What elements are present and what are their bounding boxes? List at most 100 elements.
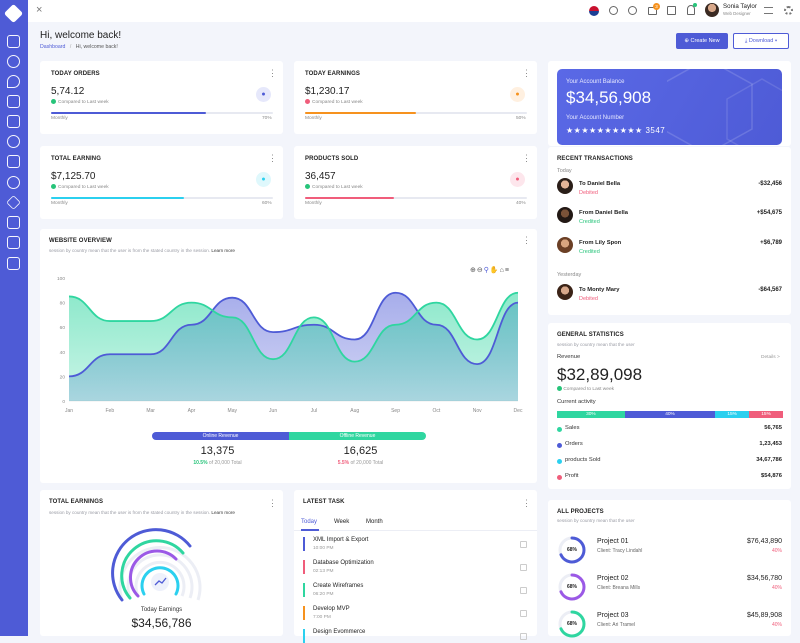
offline-revenue-of: of 20,000 Total [350,460,384,466]
map-pin-icon[interactable] [7,75,20,88]
shield-icon[interactable] [7,135,20,148]
stat-title: PRODUCTS SOLD [305,156,359,162]
tabs-divider [294,530,537,531]
stat-percent: 60% [262,201,272,206]
layout-icon[interactable] [7,95,20,108]
file-icon[interactable] [7,216,20,229]
task-name[interactable]: Develop MVP [313,606,350,612]
dashboard-icon[interactable] [7,35,20,48]
globe-icon[interactable] [7,176,20,189]
learn-more-link[interactable]: Learn more [211,510,235,515]
mail-icon[interactable] [7,115,20,128]
magnify-icon[interactable]: ⚲ [483,267,490,274]
user-name[interactable]: Sonia Taylor [723,3,757,10]
y-tick-label: 0 [62,399,65,405]
search-icon[interactable] [628,6,637,15]
transactions-card: RECENT TRANSACTIONS Today Yesterday To D… [548,147,791,315]
stat-progress-fill [51,197,185,199]
task-name[interactable]: Design Evommerce [313,629,366,635]
more-icon[interactable]: ⋮ [522,235,531,245]
transaction-status: Debited [579,296,598,302]
today-earnings-label: Today Earnings [140,607,183,613]
details-link[interactable]: Details > [761,355,780,360]
breadcrumb-root[interactable]: Dashboard [40,44,66,50]
revenue-label: Revenue [557,354,581,360]
project-progress-ring [558,536,586,564]
task-checkbox[interactable] [520,587,527,594]
pan-icon[interactable]: ✋ [489,267,500,274]
flag-icon[interactable] [589,6,599,16]
x-tick-label: Dec [514,408,523,414]
sitemap-icon[interactable] [7,55,20,68]
more-icon[interactable]: ⋮ [268,153,277,163]
project-ring-label: 68% [566,584,577,590]
download-button[interactable]: ⤓ Download ▾ [733,33,789,49]
close-icon[interactable]: × [36,4,43,16]
transaction-avatar [557,284,573,300]
learn-more-link[interactable]: Learn more [211,248,235,253]
more-icon[interactable]: ⋮ [268,498,277,508]
task-checkbox[interactable] [520,541,527,548]
stat-progress [305,112,527,114]
transaction-name[interactable]: From Lily Spon [579,240,622,246]
today-earnings-value: $34,56,786 [131,616,192,630]
project-name[interactable]: Project 02 [597,575,629,582]
table-icon[interactable] [7,236,20,249]
stat-value: $7,125.70 [51,171,96,182]
fullscreen-icon[interactable] [667,6,676,15]
overview-chart[interactable]: 0 20 40 60 80 100 Jan Feb Mar Apr May Jun Jul Aug Sep O… [40,273,537,423]
stat-card: TODAY EARNINGS ⋮ $1,230.17 Compared to Last… [294,61,537,134]
more-icon[interactable]: ⋮ [522,68,531,78]
task-checkbox[interactable] [520,633,527,640]
zoom-in-icon[interactable]: ⊕ [470,267,477,274]
bell-icon[interactable] [687,5,695,15]
task-checkbox[interactable] [520,610,527,617]
grid-icon[interactable] [7,257,20,270]
chart-toolbar: ⊕⊖⚲✋⌂≡ [470,266,510,274]
more-icon[interactable]: ⋮ [522,153,531,163]
moon-icon[interactable] [609,6,618,15]
overview-title: WEBSITE OVERVIEW [49,238,112,244]
transaction-amount: -$64,567 [758,287,782,293]
project-amount: $34,56,780 [746,575,782,582]
stat-card: PRODUCTS SOLD ⋮ 36,457 Compared to Last wee… [294,146,537,219]
page-title: Hi, welcome back! [40,30,122,41]
tab-today[interactable]: Today [301,519,318,525]
tab-month[interactable]: Month [366,519,383,525]
latest-task-title: LATEST TASK [303,499,345,505]
create-new-button[interactable]: ⊕ Create New [676,33,728,49]
task-name[interactable]: Create Wireframes [313,583,364,589]
copy-icon[interactable] [7,155,20,168]
task-name[interactable]: Database Optimization [313,560,374,566]
task-checkbox[interactable] [520,564,527,571]
stat-progress-fill [51,112,207,114]
project-name[interactable]: Project 01 [597,538,629,545]
more-icon[interactable]: ⋮ [522,498,531,508]
menu-icon[interactable] [764,7,773,14]
more-icon[interactable]: ⋮ [268,68,277,78]
project-name[interactable]: Project 03 [597,612,629,619]
zoom-out-icon[interactable]: ⊖ [476,267,484,274]
tab-week[interactable]: Week [334,519,350,525]
transaction-name[interactable]: From Daniel Bella [579,210,628,216]
home-icon[interactable]: ⌂ [499,267,505,274]
account-number-mask: ★★★★★★★★★★ [566,126,643,135]
overview-subtitle: session by country mean that the user is… [49,248,235,253]
account-card: Your Account Balance $34,56,908 Your Acc… [548,61,791,146]
x-tick-label: Jan [65,408,73,414]
series-line [68,291,519,378]
transaction-avatar [557,207,573,223]
cart-icon: ● [256,87,271,102]
task-name[interactable]: XML Import & Export [313,537,369,543]
stat-progress [51,197,273,199]
transaction-name[interactable]: To Monty Mary [579,287,620,293]
hamburger-icon[interactable]: ≡ [504,267,510,274]
layers-icon[interactable] [6,195,21,210]
settings-icon[interactable] [784,6,793,15]
user-avatar[interactable] [705,3,719,17]
transaction-name[interactable]: To Daniel Bella [579,181,621,187]
latest-task-card: LATEST TASK ⋮ Today Week Month XML Import &… [294,490,537,643]
cart-icon[interactable] [648,7,657,15]
logo-icon[interactable] [3,3,24,24]
project-ring-label: 68% [566,621,577,627]
